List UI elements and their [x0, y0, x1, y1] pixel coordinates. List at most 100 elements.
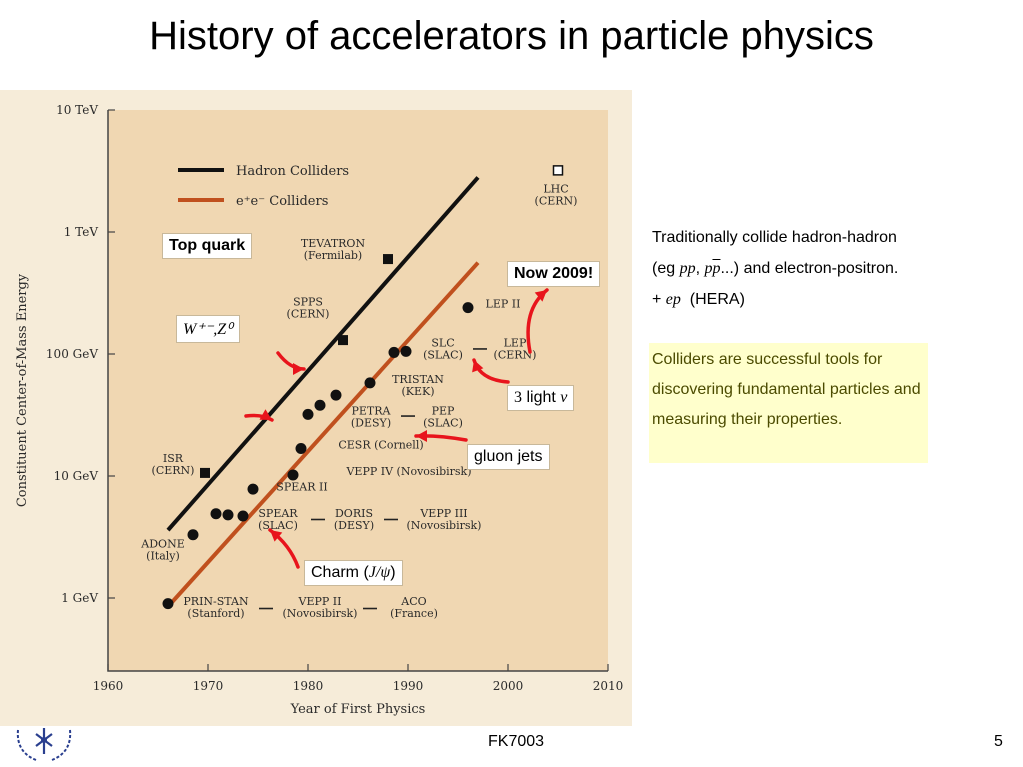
x-tick-label: 1990 — [393, 679, 424, 693]
accelerator-label: SPEAR — [258, 507, 298, 520]
hadron-point — [338, 335, 348, 346]
ee-point — [247, 483, 259, 495]
annotation-arrowhead — [534, 290, 547, 302]
charm-symbol: J/ψ — [368, 564, 391, 581]
ee-point — [400, 345, 412, 357]
ee-point — [364, 377, 376, 389]
x-axis-label: Year of First Physics — [290, 702, 426, 717]
light-word: light — [526, 389, 556, 406]
footer-center: FK7003 — [488, 733, 545, 750]
accelerator-sublabel: (CERN) — [287, 307, 330, 320]
university-seal-icon — [16, 728, 72, 761]
line2-suffix: ...) and electron-positron. — [720, 260, 899, 277]
accelerator-label: PRIN-STAN — [183, 595, 249, 608]
callout-now-2009: Now 2009! — [507, 261, 601, 287]
accelerator-label: SPPS — [293, 295, 323, 308]
accelerator-sublabel: (SLAC) — [423, 416, 463, 429]
comma: , — [695, 260, 705, 277]
ep-symbol: ep — [665, 291, 681, 308]
accelerator-sublabel: (SLAC) — [258, 519, 298, 532]
x-tick-label: 1970 — [193, 679, 224, 693]
legend-label-2: e⁺e⁻ Colliders — [236, 194, 328, 209]
callout-gluon-jets: gluon jets — [467, 444, 550, 470]
y-tick-label: 10 GeV — [54, 469, 99, 483]
ee-point — [462, 302, 474, 314]
slide-title: History of accelerators in particle phys… — [149, 14, 874, 58]
x-tick-label: 1980 — [293, 679, 324, 693]
charm-prefix: Charm ( — [311, 564, 369, 581]
accelerator-sublabel: (CERN) — [152, 464, 195, 477]
accelerator-sublabel: (DESY) — [351, 416, 391, 429]
ee-point — [162, 598, 174, 610]
accelerator-label: VEPP III — [419, 507, 467, 520]
side-text-line-3: + ep (HERA) — [652, 284, 997, 315]
callout-charm: Charm (J/ψ) — [304, 560, 403, 586]
ee-point — [287, 469, 299, 481]
annotation-arrowhead — [293, 363, 304, 375]
accelerator-label: PEP — [432, 404, 455, 417]
accelerator-label: SPEAR II — [276, 481, 327, 494]
annotation-arrowhead — [270, 530, 283, 542]
y-tick-label: 1 GeV — [61, 591, 98, 605]
hera-text: (HERA) — [680, 291, 745, 308]
side-text-line-1: Traditionally collide hadron-hadron — [652, 229, 897, 246]
y-axis-label: Constituent Center-of-Mass Energy — [15, 273, 30, 507]
accelerator-sublabel: (SLAC) — [423, 349, 463, 362]
y-tick-label: 100 GeV — [46, 347, 98, 361]
y-tick-label: 1 TeV — [64, 225, 99, 239]
series-trend-line-2 — [166, 261, 480, 608]
annotation-arrowhead — [472, 360, 484, 373]
x-tick-label: 1960 — [93, 679, 124, 693]
ee-point — [314, 399, 326, 411]
pp-symbol: pp — [679, 260, 696, 277]
accelerator-label: ACO — [400, 595, 426, 608]
ee-point — [222, 509, 234, 521]
accelerator-label: ISR — [163, 452, 184, 465]
series-trend-line-1 — [166, 176, 480, 532]
side-text-line-2: (eg pp, pp...) and electron-positron. — [652, 253, 997, 284]
callout-w-z: W⁺⁻,Z⁰ — [176, 315, 240, 343]
accelerator-sublabel: (DESY) — [334, 519, 374, 532]
accelerator-label: LEP II — [486, 298, 521, 311]
accelerator-sublabel: (KEK) — [401, 385, 434, 398]
accelerator-sublabel: (CERN) — [535, 195, 578, 208]
page-number: 5 — [994, 733, 1003, 750]
accelerator-label: LHC — [543, 183, 568, 196]
accelerator-sublabel: (Novosibirsk) — [407, 519, 482, 532]
plus: + — [652, 291, 666, 308]
accelerator-label: LEP — [504, 337, 527, 350]
accelerator-label: ADONE — [140, 537, 184, 550]
ee-point — [210, 508, 222, 520]
callout-top-quark: Top quark — [162, 233, 253, 259]
x-tick-label: 2010 — [593, 679, 624, 693]
side-text: Traditionally collide hadron-hadron (eg … — [652, 222, 997, 315]
ee-point — [388, 346, 400, 358]
hadron-point — [383, 254, 393, 265]
eg-prefix: (eg — [652, 260, 680, 277]
highlight-box: Colliders are successful tools for disco… — [649, 343, 928, 463]
accelerator-sublabel: (Fermilab) — [304, 249, 362, 262]
accelerator-sublabel: (Novosibirsk) — [283, 607, 358, 620]
accelerator-sublabel: (Stanford) — [187, 607, 244, 620]
accelerator-label: TEVATRON — [301, 237, 366, 250]
charm-suffix: ) — [390, 564, 396, 581]
accelerator-sublabel: (France) — [390, 607, 438, 620]
accelerator-label: SLC — [431, 337, 454, 350]
hadron-point-open — [552, 165, 564, 176]
ee-point — [295, 443, 307, 455]
p-symbol: p — [704, 260, 713, 277]
annotation-arrowhead — [416, 430, 427, 442]
three-num: 3 — [514, 389, 522, 406]
accelerator-sublabel: (CERN) — [494, 349, 537, 362]
callout-three-light-nu: 3 light ν — [507, 385, 575, 411]
hadron-point — [200, 467, 210, 478]
legend-label-1: Hadron Colliders — [236, 164, 349, 179]
ee-point — [237, 510, 249, 522]
accelerator-label: VEPP II — [298, 595, 342, 608]
y-tick-label: 10 TeV — [56, 103, 98, 117]
x-tick-label: 2000 — [493, 679, 524, 693]
accelerator-label: VEPP IV (Novosibirsk) — [345, 465, 471, 478]
pbar-symbol: p — [712, 260, 721, 277]
accelerator-label: PETRA — [352, 404, 392, 417]
ee-point — [302, 408, 314, 420]
